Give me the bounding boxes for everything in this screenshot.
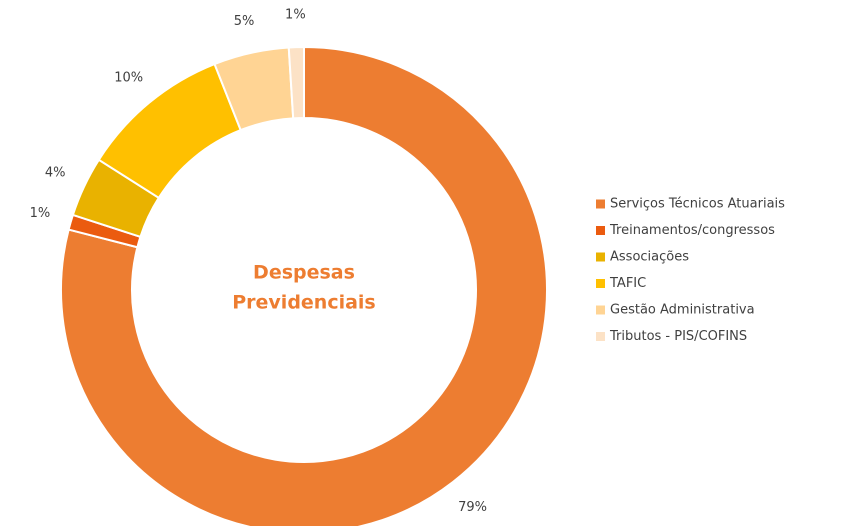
data-label: 4% [45, 165, 66, 180]
legend-label: Gestão Administrativa [610, 303, 755, 318]
legend-label: Treinamentos/congressos [609, 223, 775, 238]
legend-label: Associações [610, 250, 689, 265]
legend-swatch [596, 252, 605, 262]
data-label: 1% [285, 8, 306, 23]
legend-swatch [596, 199, 605, 209]
legend-label: Serviços Técnicos Atuariais [610, 197, 785, 212]
legend-swatch [596, 279, 605, 288]
legend-label: Tributos - PIS/COFINS [609, 329, 747, 344]
legend-swatch [596, 226, 605, 235]
legend-swatch [596, 332, 605, 341]
legend-label: TAFIC [609, 276, 646, 291]
data-label: 10% [114, 71, 143, 86]
data-label: 5% [234, 14, 255, 29]
data-label: 79% [458, 500, 487, 515]
center-title: Previdenciais [232, 292, 376, 314]
center-title: Despesas [253, 262, 355, 284]
legend-swatch [596, 305, 605, 315]
donut-slice [60, 45, 548, 526]
donut-slice [287, 45, 305, 120]
data-label: 1% [30, 206, 51, 221]
